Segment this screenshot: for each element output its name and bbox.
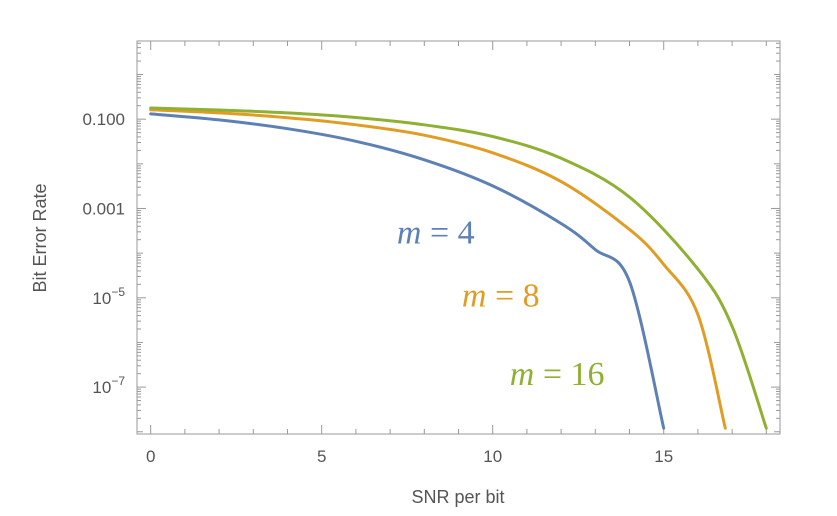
x-axis-label: SNR per bit	[411, 487, 504, 507]
series-labels: m = 4m = 8m = 16	[397, 214, 605, 393]
x-tick-label: 5	[317, 447, 326, 466]
y-tick-label-base: 10	[92, 378, 111, 397]
y-axis-label: Bit Error Rate	[30, 183, 50, 292]
x-tick-label: 15	[654, 447, 673, 466]
series-lines	[149, 106, 768, 430]
y-tick-label: 0.001	[82, 199, 125, 218]
series-label-value: = 16	[534, 356, 604, 393]
series-line-1	[149, 108, 727, 430]
series-line-0	[149, 112, 666, 430]
series-label-0: m = 4	[397, 214, 475, 251]
series-label-value: = 4	[421, 214, 474, 251]
y-tick-label-base: 0.100	[82, 110, 125, 129]
y-tick-label: 10−7	[92, 374, 125, 397]
series-label-1: m = 8	[462, 278, 540, 315]
series-label-variable: m	[462, 278, 487, 315]
x-tick-label: 0	[146, 447, 155, 466]
series-label-value: = 8	[486, 278, 539, 315]
y-tick-label: 0.100	[82, 110, 125, 129]
y-tick-label-exponent: −5	[111, 285, 125, 299]
y-tick-label-exponent: −7	[111, 374, 125, 388]
series-label-variable: m	[397, 214, 422, 251]
y-tick-label: 10−5	[92, 285, 125, 308]
series-line-2	[149, 106, 768, 430]
minor-ticks	[137, 41, 780, 434]
x-tick-label: 10	[483, 447, 502, 466]
x-tick-labels: 0 5 10 15	[146, 447, 673, 466]
series-label-2: m = 16	[510, 356, 605, 393]
series-label-variable: m	[510, 356, 535, 393]
y-tick-label-base: 10	[92, 289, 111, 308]
y-tick-label-base: 0.001	[82, 199, 125, 218]
